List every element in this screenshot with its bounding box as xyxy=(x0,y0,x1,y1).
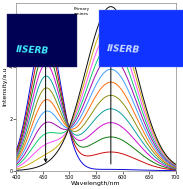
Text: Primary
amines: Primary amines xyxy=(74,7,90,15)
Y-axis label: Intensity/a.u: Intensity/a.u xyxy=(3,67,8,106)
Text: IISERB: IISERB xyxy=(16,45,49,55)
Text: IISERB: IISERB xyxy=(107,44,140,54)
X-axis label: Wavelength/nm: Wavelength/nm xyxy=(71,181,121,186)
